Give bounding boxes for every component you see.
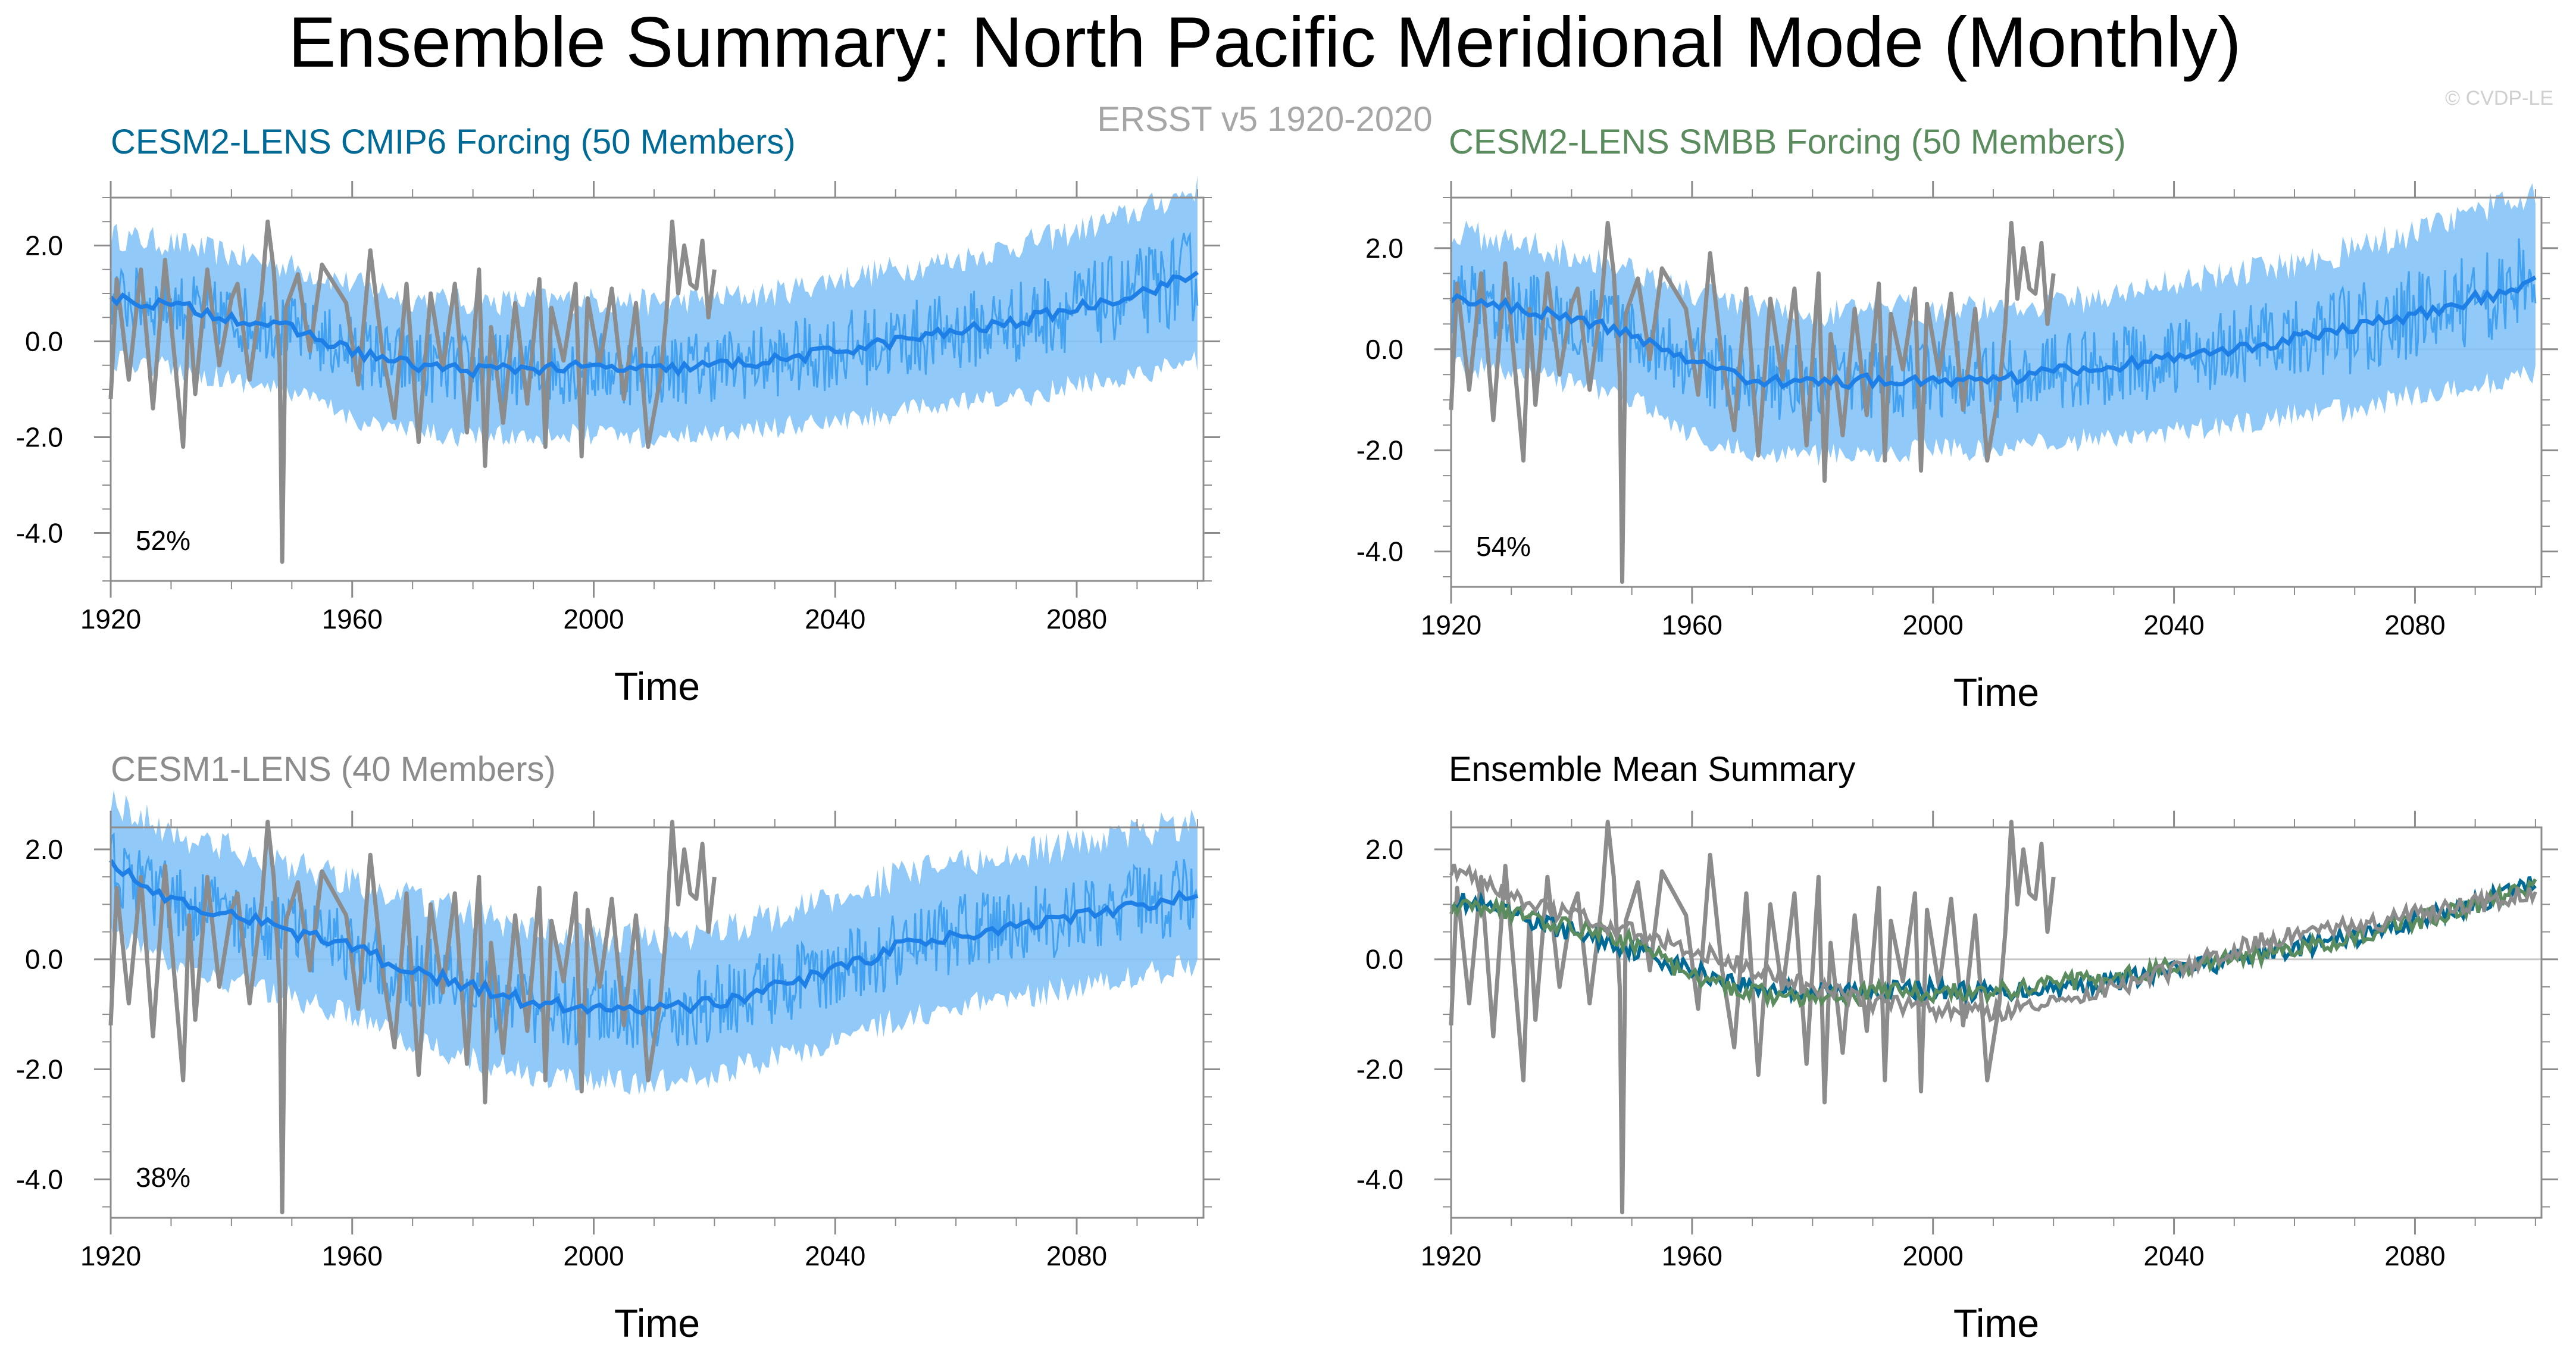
series-line-cesm1 xyxy=(1449,863,2537,1024)
panel-title: CESM1-LENS (40 Members) xyxy=(111,750,556,789)
panel-cesm2-smbb: CESM2-LENS SMBB Forcing (50 Members) 54% 2… xyxy=(1356,123,2558,714)
y-tick-label: -2.0 xyxy=(16,422,63,453)
x-tick-label: 1920 xyxy=(80,604,141,635)
x-axis-label: Time xyxy=(1953,1301,2039,1345)
x-tick-label: 1960 xyxy=(322,604,383,635)
x-tick-label: 2080 xyxy=(1046,1240,1107,1271)
y-tick-label: -4.0 xyxy=(16,1164,63,1195)
ensemble-mean-line xyxy=(109,859,1199,1015)
x-tick-label: 2040 xyxy=(2143,610,2204,640)
x-axis-label: Time xyxy=(614,1301,700,1345)
x-tick-label: 2000 xyxy=(563,604,624,635)
x-axis-label: Time xyxy=(1953,670,2039,714)
panel-title: CESM2-LENS CMIP6 Forcing (50 Members) xyxy=(111,123,796,161)
y-tick-label: 0.0 xyxy=(1365,944,1403,975)
panel-cesm2-cmip6: CESM2-LENS CMIP6 Forcing (50 Members) 52%… xyxy=(16,123,1220,708)
figure-title: Ensemble Summary: North Pacific Meridion… xyxy=(288,2,2241,82)
panel-ensemble-mean-summary: Ensemble Mean Summary 2.0 0.0 -2.0 -4.0 1920 1… xyxy=(1356,750,2558,1345)
x-axis-label: Time xyxy=(614,664,700,708)
copyright-label: © CVDP-LE xyxy=(2445,87,2553,110)
x-tick-label: 2000 xyxy=(1903,1240,1964,1271)
observations-label: ERSST v5 1920-2020 xyxy=(1097,100,1432,139)
plot-frame xyxy=(1450,196,2543,588)
x-tick-label: 2040 xyxy=(805,604,865,635)
x-tick-label: 1920 xyxy=(1421,610,1481,640)
x-tick-label: 2080 xyxy=(1046,604,1107,635)
x-tick-label: 2080 xyxy=(2384,610,2445,640)
x-tick-label: 2040 xyxy=(2143,1240,2204,1271)
correlation-percent-label: 52% xyxy=(136,525,190,556)
spread-outer-band xyxy=(111,789,1198,1095)
y-tick-label: 0.0 xyxy=(25,944,63,975)
y-tick-label: 2.0 xyxy=(25,834,63,865)
x-tick-label: 1960 xyxy=(322,1240,383,1271)
y-tick-label: -4.0 xyxy=(1356,1164,1403,1195)
observations-line xyxy=(108,820,717,1215)
y-tick-label: -4.0 xyxy=(16,518,63,549)
panel-cesm1: CESM1-LENS (40 Members) 38% 2.0 0.0 -2.0 -4.0… xyxy=(16,750,1220,1345)
y-tick-label: 2.0 xyxy=(1365,834,1403,865)
observations-line xyxy=(1449,221,2056,584)
panel-title: CESM2-LENS SMBB Forcing (50 Members) xyxy=(1449,123,2126,161)
x-tick-label: 2080 xyxy=(2384,1240,2445,1271)
x-tick-label: 1920 xyxy=(80,1240,141,1271)
spread-outer-band xyxy=(111,175,1198,448)
y-tick-label: 0.0 xyxy=(25,326,63,357)
x-tick-label: 1960 xyxy=(1662,610,1722,640)
y-tick-label: -2.0 xyxy=(16,1054,63,1085)
plot-frame xyxy=(110,826,1205,1219)
y-tick-label: -2.0 xyxy=(1356,435,1403,466)
x-tick-label: 1920 xyxy=(1421,1240,1481,1271)
y-tick-label: 0.0 xyxy=(1365,334,1403,365)
member-traces xyxy=(1450,238,2537,421)
y-tick-label: -2.0 xyxy=(1356,1054,1403,1085)
x-tick-label: 2000 xyxy=(563,1240,624,1271)
observations-line xyxy=(1449,820,2056,1215)
x-tick-label: 2040 xyxy=(805,1240,865,1271)
correlation-percent-label: 54% xyxy=(1476,531,1531,562)
x-tick-label: 1960 xyxy=(1662,1240,1722,1271)
x-tick-label: 2000 xyxy=(1903,610,1964,640)
correlation-percent-label: 38% xyxy=(136,1162,190,1193)
y-tick-label: 2.0 xyxy=(1365,233,1403,264)
member-traces xyxy=(110,231,1199,405)
spread-outer-band xyxy=(1451,183,2536,467)
plot-frame xyxy=(1450,826,2543,1219)
ensemble-mean-line xyxy=(1449,275,2537,390)
series-line-cesm2-smbb xyxy=(1449,878,2537,1008)
ensemble-mean-line xyxy=(109,270,1199,379)
y-tick-label: -4.0 xyxy=(1356,536,1403,567)
y-tick-label: 2.0 xyxy=(25,230,63,261)
panel-title: Ensemble Mean Summary xyxy=(1449,750,1855,789)
